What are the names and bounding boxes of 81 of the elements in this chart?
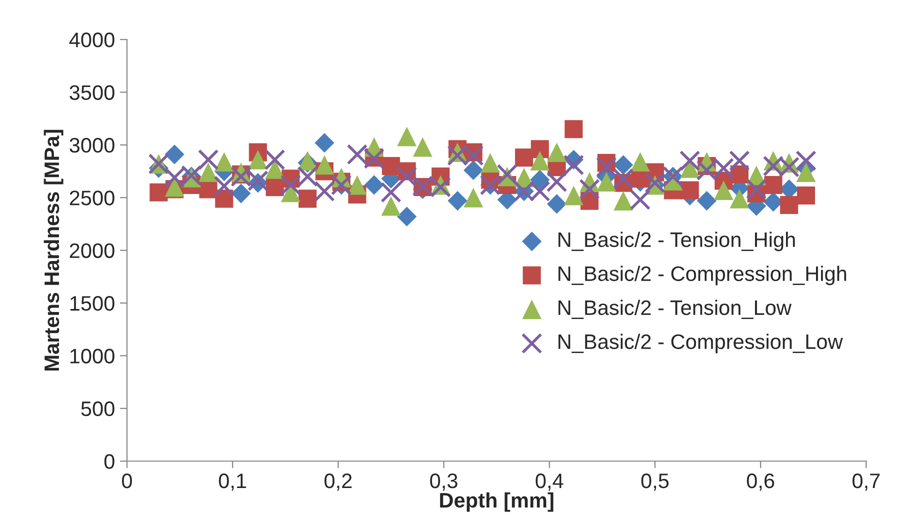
point bbox=[796, 186, 816, 205]
x-tick-label: 0 bbox=[122, 473, 132, 488]
point bbox=[280, 174, 302, 196]
point bbox=[764, 176, 782, 194]
point bbox=[364, 175, 384, 195]
point bbox=[614, 191, 634, 211]
point bbox=[198, 162, 218, 182]
y-tick-label: 3000 bbox=[70, 138, 114, 153]
point bbox=[231, 184, 251, 204]
x-tick-label: 0,3 bbox=[430, 473, 458, 491]
point bbox=[564, 120, 583, 138]
point bbox=[314, 180, 335, 202]
x-tick-label: 0,1 bbox=[218, 473, 246, 491]
point bbox=[164, 144, 184, 164]
point bbox=[680, 181, 699, 200]
point bbox=[198, 149, 219, 170]
point bbox=[248, 150, 268, 170]
y-tick-label: 2500 bbox=[70, 190, 114, 206]
point bbox=[515, 148, 534, 167]
point bbox=[796, 162, 816, 182]
point bbox=[596, 156, 617, 178]
point bbox=[530, 140, 549, 158]
point bbox=[214, 176, 235, 196]
point bbox=[397, 126, 417, 146]
point bbox=[630, 152, 650, 172]
point bbox=[564, 186, 584, 206]
x-tick-label: 0,4 bbox=[536, 473, 564, 491]
point bbox=[729, 150, 750, 172]
point bbox=[397, 206, 417, 226]
x-tick-label: 0,7 bbox=[852, 473, 880, 491]
y-tick-label: 500 bbox=[81, 401, 114, 416]
y-axis-title: Martens Hardness [MPa] bbox=[44, 130, 64, 370]
point bbox=[396, 166, 418, 187]
point bbox=[596, 172, 616, 192]
point bbox=[547, 142, 566, 162]
point bbox=[297, 166, 318, 187]
point bbox=[530, 170, 550, 190]
legend-label: N_Basic/2 - Tension_High bbox=[558, 232, 795, 252]
point bbox=[780, 196, 798, 214]
point bbox=[579, 178, 600, 200]
point bbox=[314, 132, 334, 153]
y-tick-label: 3500 bbox=[70, 85, 114, 100]
point bbox=[630, 189, 651, 210]
point bbox=[150, 183, 168, 202]
point bbox=[714, 180, 734, 200]
point bbox=[746, 178, 767, 200]
point bbox=[696, 190, 717, 211]
x-tick-label: 0,2 bbox=[324, 473, 352, 491]
y-tick-label: 2000 bbox=[70, 243, 114, 258]
point bbox=[796, 150, 816, 172]
point bbox=[563, 154, 584, 176]
legend-label: N_Basic/2 - Compression_Low bbox=[558, 334, 843, 354]
point bbox=[347, 175, 367, 195]
x-tick-label: 0,6 bbox=[746, 473, 774, 491]
point bbox=[264, 149, 286, 170]
point bbox=[613, 155, 634, 175]
x-axis-title: Depth [mm] bbox=[440, 492, 554, 512]
legend-label: N_Basic/2 - Tension_Low bbox=[558, 300, 792, 320]
y-tick-label: 1000 bbox=[70, 348, 114, 364]
point bbox=[612, 168, 634, 190]
point bbox=[679, 150, 700, 172]
y-tick-label: 0 bbox=[104, 454, 114, 469]
point bbox=[464, 188, 484, 208]
y-tick-label: 4000 bbox=[69, 32, 114, 48]
point bbox=[382, 156, 400, 176]
point bbox=[546, 171, 568, 192]
point bbox=[464, 160, 484, 180]
point bbox=[530, 151, 550, 170]
point bbox=[730, 188, 750, 208]
point bbox=[448, 190, 468, 211]
y-tick-label: 1500 bbox=[70, 296, 114, 311]
point bbox=[214, 152, 234, 172]
point bbox=[298, 190, 317, 208]
point bbox=[380, 182, 402, 203]
point bbox=[480, 153, 500, 173]
x-tick-label: 0,5 bbox=[641, 473, 669, 491]
point bbox=[546, 194, 567, 214]
legend-label: N_Basic/2 - Compression_High bbox=[558, 266, 846, 286]
point bbox=[412, 137, 432, 157]
point bbox=[381, 196, 401, 216]
point bbox=[314, 155, 334, 175]
